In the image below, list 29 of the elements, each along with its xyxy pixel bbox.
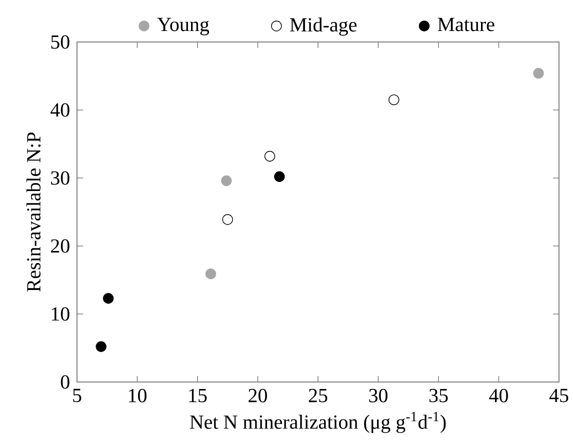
x-tick-label: 30 [369, 388, 388, 402]
point [96, 341, 106, 352]
x-tick-label: 40 [489, 388, 508, 402]
legend-label: Mid-age [290, 18, 357, 36]
point [388, 94, 400, 106]
x-tick-label: 45 [549, 388, 568, 402]
x-tick-label: 5 [73, 388, 82, 402]
y-tick-label: 30 [51, 171, 70, 185]
point [533, 68, 544, 79]
point [264, 150, 276, 162]
y-tick-label: 0 [60, 375, 70, 389]
y-tick-label: 10 [52, 307, 70, 321]
legend-label: Young [157, 18, 210, 36]
x-tick-label: 35 [429, 388, 448, 402]
y-axis-title: Resin-available N:P [26, 132, 41, 292]
point [274, 171, 285, 182]
x-tick-label: 15 [189, 388, 207, 402]
x-tick-label: 20 [248, 388, 267, 402]
point [102, 293, 114, 304]
x-tick-label: 25 [308, 388, 328, 402]
point [222, 214, 233, 225]
y-tick-label: 20 [51, 239, 70, 253]
y-tick-label: 50 [51, 35, 70, 49]
x-tick-label: 10 [129, 388, 146, 402]
y-tick-label: 40 [50, 103, 70, 117]
x-axis-title: Net N mineralization (μg g$^{-1}$d$^{-1}$) [190, 412, 446, 433]
point [205, 268, 216, 280]
point [221, 175, 232, 186]
legend-label: Mature [438, 18, 494, 32]
